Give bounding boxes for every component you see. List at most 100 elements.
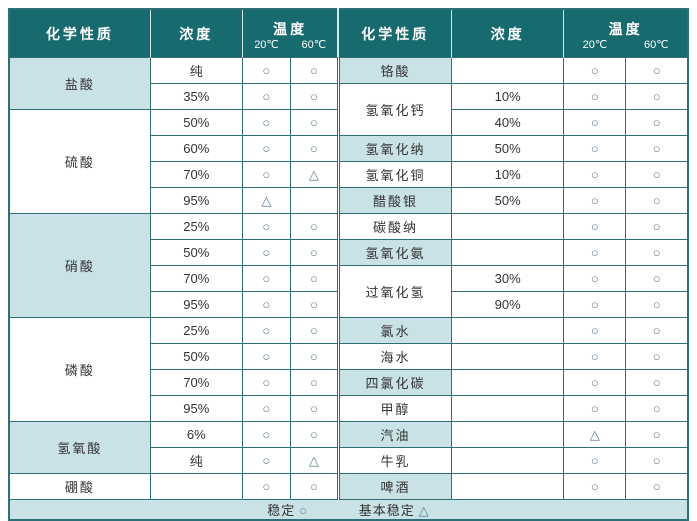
rating-60c-cell: ○ xyxy=(289,135,339,162)
rating-20c-cell: ○ xyxy=(241,83,291,110)
rating-60c-cell: ○ xyxy=(625,343,689,370)
rating-20c-cell: ○ xyxy=(241,421,291,448)
concentration-cell: 40% xyxy=(451,109,565,136)
concentration-cell: 6% xyxy=(149,421,243,448)
chemical-name-cell: 醋酸银 xyxy=(336,187,453,214)
rating-60c-cell: ○ xyxy=(289,109,339,136)
rating-20c-cell: ○ xyxy=(563,447,627,474)
rating-20c-cell: ○ xyxy=(241,239,291,266)
rating-60c-cell: △ xyxy=(289,447,339,474)
rating-20c-cell: ○ xyxy=(241,473,291,500)
concentration-cell: 30% xyxy=(451,265,565,292)
chemical-name-cell: 过氧化氢 xyxy=(336,265,453,318)
rating-60c-cell: ○ xyxy=(625,83,689,110)
rating-20c-cell: △ xyxy=(241,187,291,214)
chemical-name-cell: 硫酸 xyxy=(8,109,151,214)
legend-stable: 稳定 ○ xyxy=(267,503,309,518)
rating-60c-cell xyxy=(289,187,339,214)
chemical-name-cell: 四氯化碳 xyxy=(336,369,453,396)
rating-60c-cell: ○ xyxy=(625,395,689,422)
header-chemical-left: 化学性质 xyxy=(9,9,151,58)
concentration-cell: 50% xyxy=(451,187,565,214)
concentration-cell: 95% xyxy=(149,291,243,318)
concentration-cell xyxy=(451,473,565,500)
concentration-cell: 纯 xyxy=(149,57,243,84)
concentration-cell: 50% xyxy=(149,343,243,370)
rating-60c-cell: ○ xyxy=(289,395,339,422)
rating-20c-cell: ○ xyxy=(563,473,627,500)
concentration-cell: 50% xyxy=(149,109,243,136)
rating-60c-cell: ○ xyxy=(625,291,689,318)
concentration-cell xyxy=(451,447,565,474)
rating-20c-cell: ○ xyxy=(241,161,291,188)
concentration-cell: 10% xyxy=(451,83,565,110)
chemical-name-cell: 氢氧化氨 xyxy=(336,239,453,266)
legend-row: 稳定 ○ 基本稳定 △ xyxy=(8,499,689,521)
rating-20c-cell: ○ xyxy=(563,161,627,188)
concentration-cell: 95% xyxy=(149,187,243,214)
legend-cell: 稳定 ○ 基本稳定 △ xyxy=(8,499,689,521)
chemical-name-cell: 汽油 xyxy=(336,421,453,448)
concentration-cell xyxy=(451,395,565,422)
rating-20c-cell: ○ xyxy=(563,291,627,318)
rating-60c-cell: ○ xyxy=(289,369,339,396)
table-row: 95% △ 醋酸银 50% ○ ○ xyxy=(9,187,689,214)
concentration-cell: 纯 xyxy=(149,447,243,474)
chemical-name-cell: 牛乳 xyxy=(336,447,453,474)
concentration-cell xyxy=(451,317,565,344)
rating-20c-cell: ○ xyxy=(241,265,291,292)
chemical-name-cell: 盐酸 xyxy=(8,57,151,110)
rating-60c-cell: ○ xyxy=(625,187,689,214)
rating-20c-cell: ○ xyxy=(241,447,291,474)
table-row: 盐酸纯 ○ ○ 铬酸 ○ ○ xyxy=(8,57,689,110)
chemical-name-cell: 磷酸 xyxy=(8,317,151,422)
rating-20c-cell: ○ xyxy=(241,395,291,422)
rating-20c-cell: ○ xyxy=(563,395,627,422)
header-concentration-right: 浓度 xyxy=(451,9,565,58)
rating-20c-cell: ○ xyxy=(241,343,291,370)
table-row: 氢氧酸 6% ○ ○ 汽油 △ ○ xyxy=(8,421,689,474)
rating-60c-cell: ○ xyxy=(289,421,339,448)
table-row: 磷酸 25% ○ ○ 氯水 ○ ○ xyxy=(8,317,689,422)
table-row: 95% ○ ○ 甲醇 ○ ○ xyxy=(9,395,689,422)
rating-60c-cell: ○ xyxy=(625,421,689,448)
table-row: 50% ○ ○ 氢氧化氨 ○ ○ xyxy=(9,239,689,266)
rating-60c-cell: ○ xyxy=(625,317,689,344)
rating-20c-cell: ○ xyxy=(563,369,627,396)
rating-60c-cell: ○ xyxy=(289,239,339,266)
concentration-cell xyxy=(451,239,565,266)
temperature-title: 温度 xyxy=(273,20,308,37)
concentration-cell xyxy=(451,213,565,240)
temp-60-label: 60℃ xyxy=(644,38,669,51)
rating-20c-cell: ○ xyxy=(563,135,627,162)
rating-60c-cell: △ xyxy=(289,161,339,188)
rating-60c-cell: ○ xyxy=(625,57,689,84)
rating-20c-cell: ○ xyxy=(241,135,291,162)
temp-60-label: 60℃ xyxy=(301,38,327,51)
table-row: 硼酸 ○ ○ 啤酒 ○ ○ xyxy=(8,473,689,500)
rating-20c-cell: ○ xyxy=(563,239,627,266)
rating-20c-cell: ○ xyxy=(563,265,627,292)
temperature-title: 温度 xyxy=(608,20,643,37)
concentration-cell: 70% xyxy=(149,265,243,292)
rating-20c-cell: ○ xyxy=(241,291,291,318)
header-row: 化学性质 浓度 温度 20℃ 60℃ 化学性质 浓度 温度 20℃ 60℃ xyxy=(9,9,688,58)
chemical-name-cell: 氢氧化纳 xyxy=(336,135,453,162)
concentration-cell: 25% xyxy=(149,317,243,344)
chemical-name-cell: 铬酸 xyxy=(336,57,453,84)
rating-20c-cell: ○ xyxy=(241,317,291,344)
concentration-cell xyxy=(149,473,243,500)
concentration-cell: 10% xyxy=(451,161,565,188)
temp-20-label: 20℃ xyxy=(582,38,608,51)
concentration-cell xyxy=(451,421,565,448)
header-temperature-right: 温度 20℃ 60℃ xyxy=(563,9,688,58)
rating-20c-cell: ○ xyxy=(563,343,627,370)
concentration-cell: 70% xyxy=(149,161,243,188)
chemical-name-cell: 氢氧化钙 xyxy=(336,83,453,136)
concentration-cell: 35% xyxy=(149,83,243,110)
rating-60c-cell: ○ xyxy=(289,473,339,500)
rating-20c-cell: ○ xyxy=(241,213,291,240)
chemical-name-cell: 甲醇 xyxy=(336,395,453,422)
concentration-cell xyxy=(451,57,565,84)
header-temperature-left: 温度 20℃ 60℃ xyxy=(242,9,339,58)
